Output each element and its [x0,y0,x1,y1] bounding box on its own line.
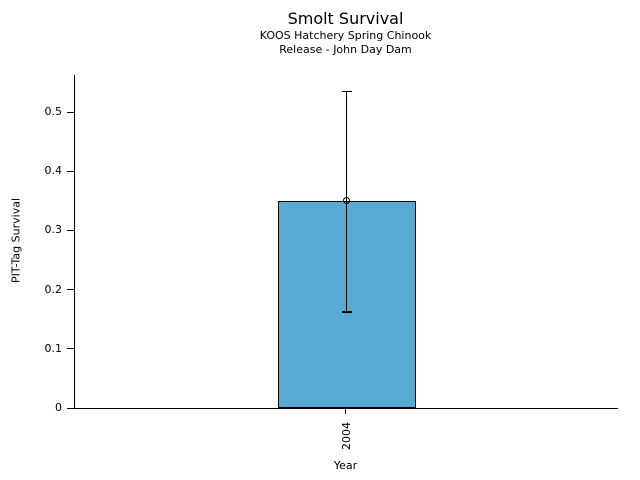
y-tick-label: 0.3 [44,223,63,237]
y-tick-mark [67,348,74,350]
x-tick-mark-2004 [345,409,346,414]
error-bar-cap-bottom [341,311,352,313]
chart-subtitle-line2: Release - John Day Dam [279,43,412,56]
chart-subtitle-line1: KOOS Hatchery Spring Chinook [259,29,432,42]
chart-title: Smolt Survival [287,9,404,28]
y-tick-mark [67,111,74,113]
y-tick-mark [67,407,74,409]
y-tick-mark [67,229,74,231]
y-tick-label: 0.5 [44,105,63,118]
y-tick-label: 0.4 [44,164,63,178]
x-axis-label: Year [333,459,358,472]
plot-area [74,75,618,409]
y-tick-mark [67,170,74,172]
y-tick-label: 0.2 [44,282,63,296]
y-tick-label: 0.1 [44,341,63,355]
y-axis-ticks: 0 0.1 0.2 0.3 0.4 0.5 [0,75,74,414]
error-bar-cap-top [341,90,352,92]
point-marker [343,197,350,205]
x-tick-label-2004: 2004 [339,422,353,450]
y-tick-label: 0 [55,401,62,414]
y-tick-mark [67,289,74,291]
